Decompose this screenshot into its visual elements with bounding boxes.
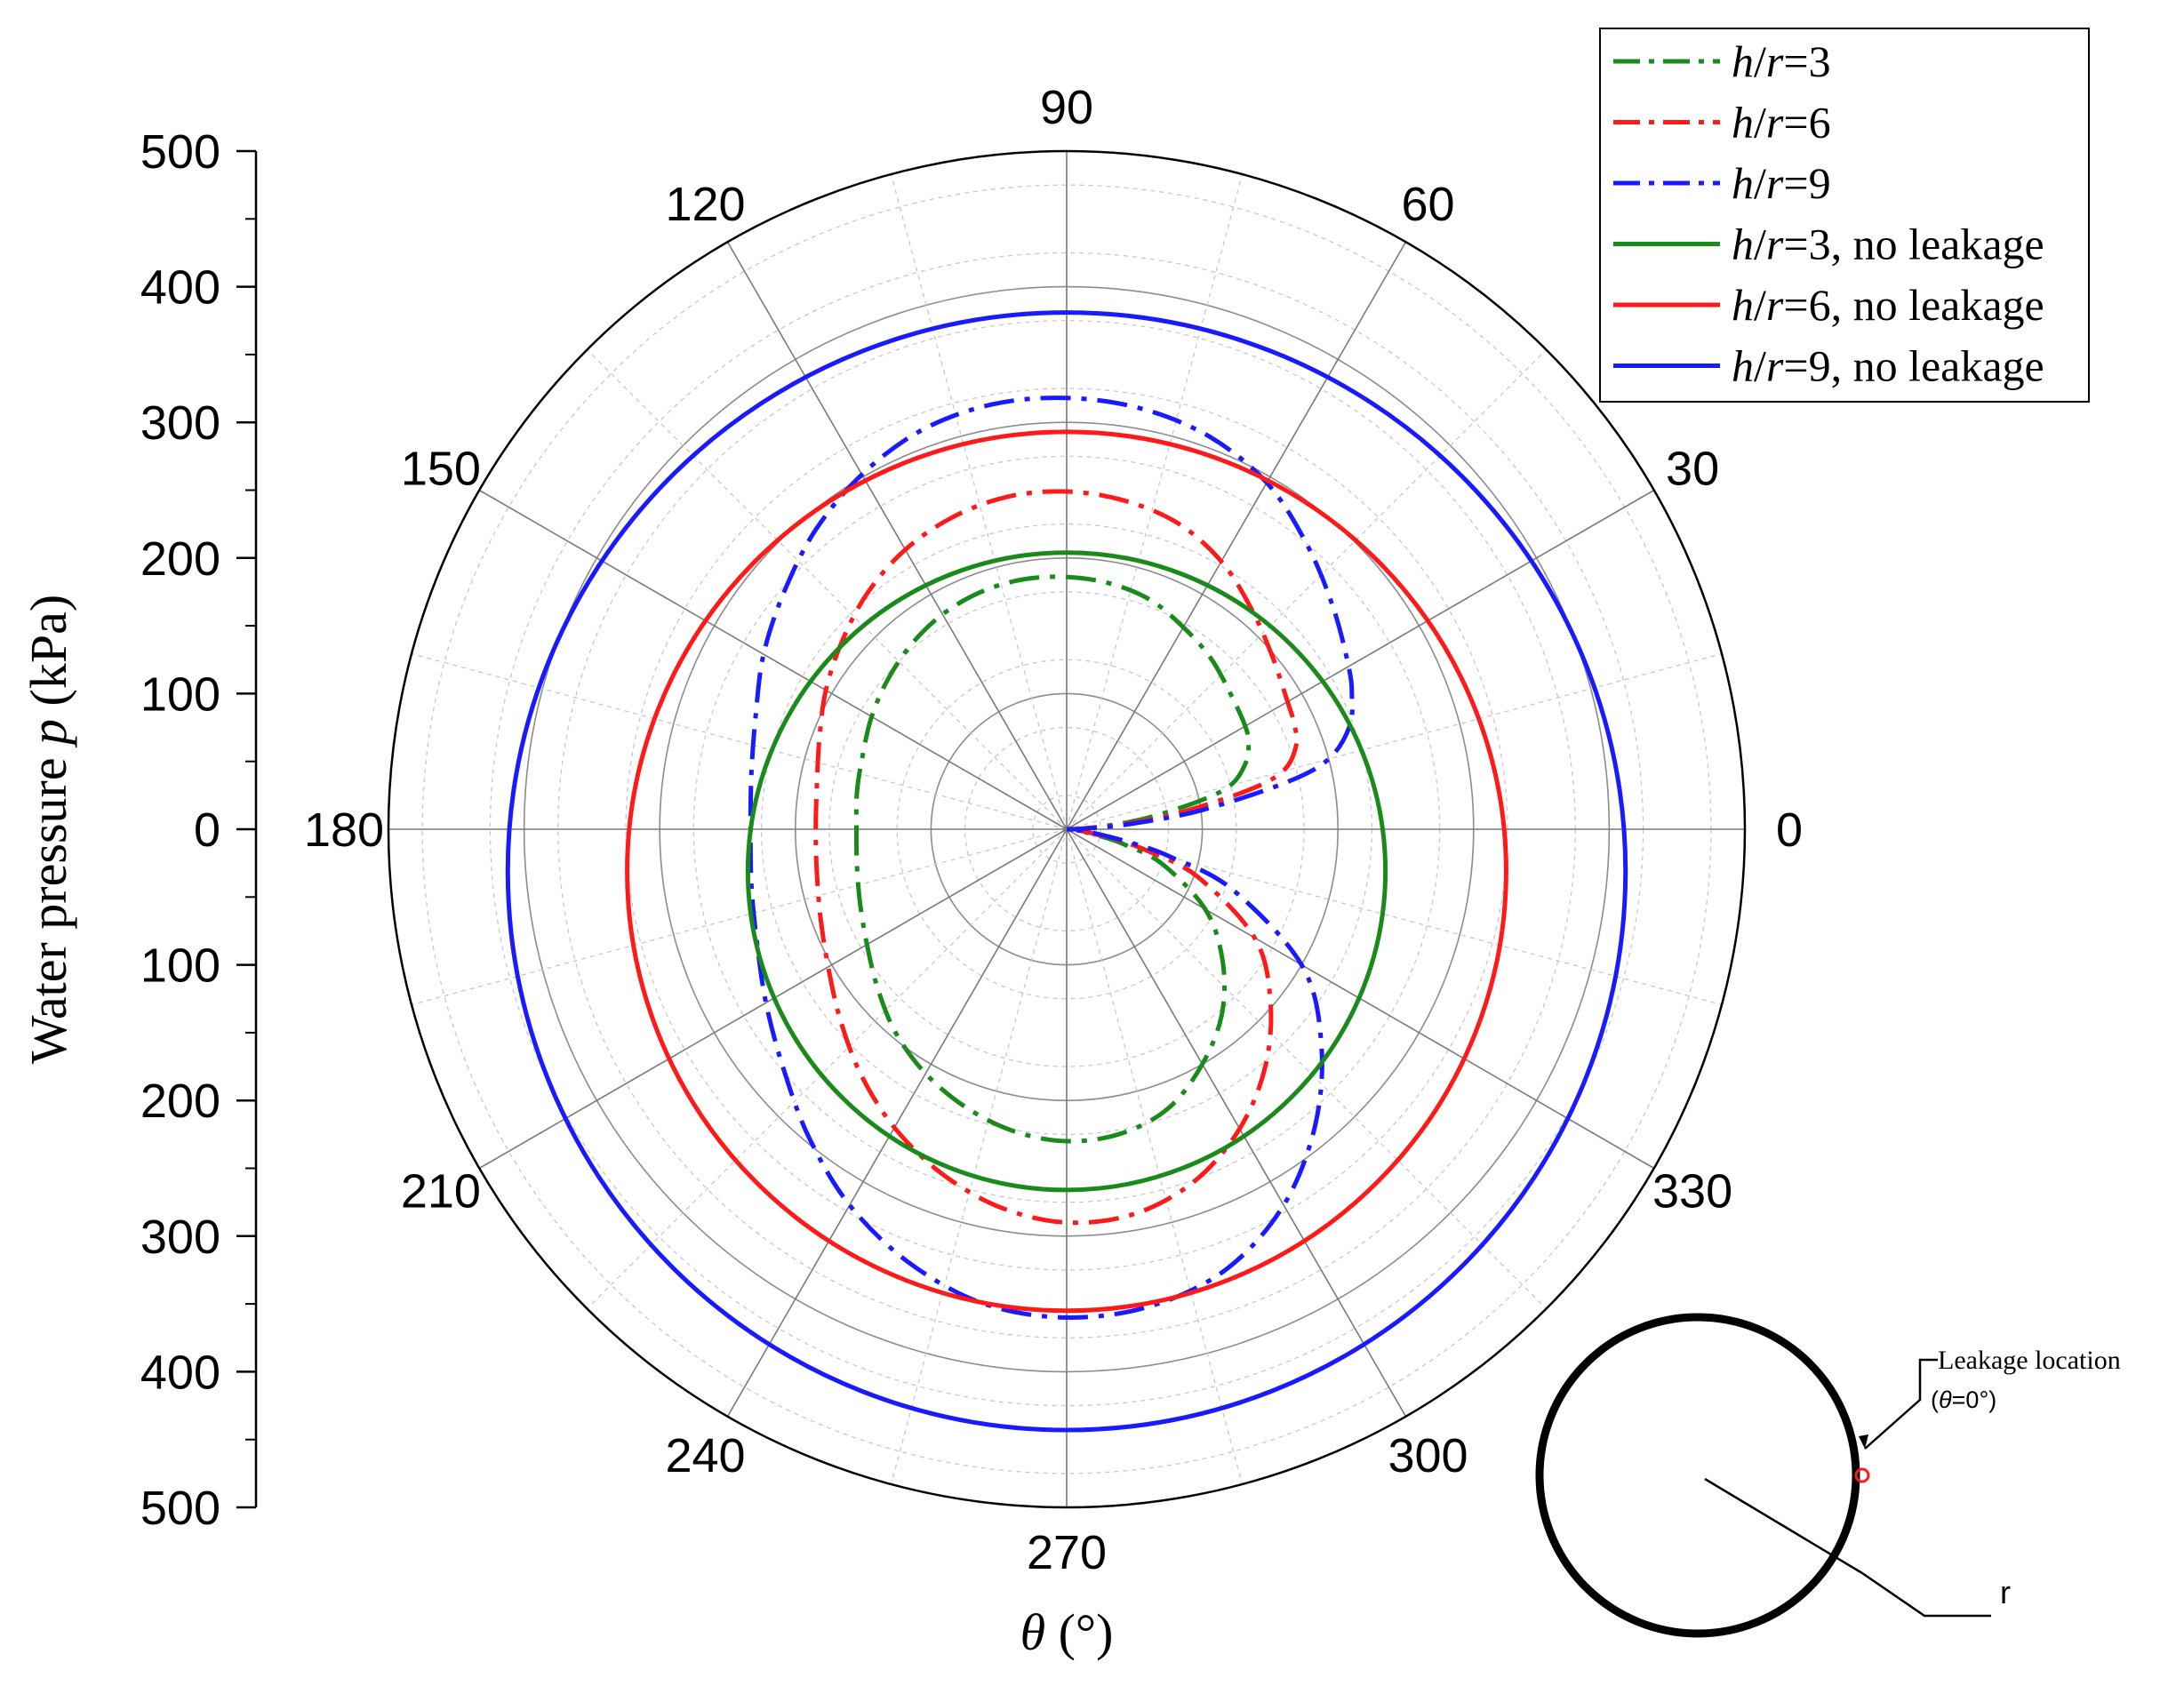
leakage-inset-diagram: r Leakage location (θ=0°)	[1535, 1313, 2121, 1638]
radial-tick-label: 100	[140, 939, 220, 993]
leakage-leader-line	[1864, 1358, 1938, 1450]
major-grid-spoke	[1066, 241, 1407, 830]
major-grid-spoke	[1066, 489, 1655, 830]
radial-tick-label: 0	[194, 803, 220, 857]
angle-tick-label: 300	[1388, 1429, 1468, 1482]
radial-tick-label: 400	[140, 1346, 220, 1399]
major-grid-spoke	[726, 828, 1068, 1418]
theta-open: (	[1931, 1386, 1939, 1413]
theta-symbol: θ	[1939, 1386, 1952, 1413]
minor-grid-spoke	[1066, 828, 1244, 1485]
angle-tick-label: 90	[1040, 81, 1093, 134]
legend-label: h/r=3, no leakage	[1732, 220, 2044, 269]
radial-tick-label: 500	[140, 125, 220, 179]
radial-axis: 500 400 300 200 100 0 100 200 300 400 500	[140, 125, 258, 1535]
minor-grid-spoke	[890, 828, 1068, 1485]
legend: h/r=3 h/r=6 h/r=9 h/r=3, no leakage h/r=6, n…	[1599, 28, 2090, 403]
angle-tick-label: 60	[1401, 178, 1454, 231]
legend-label: h/r=9	[1732, 158, 1831, 208]
series-line-leakage	[748, 396, 1355, 1320]
legend-label: h/r=6	[1732, 98, 1831, 148]
legend-label: h/r=3	[1732, 36, 1831, 86]
major-grid-spoke	[478, 489, 1068, 830]
minor-grid-spoke	[890, 173, 1068, 830]
major-grid-spoke	[726, 241, 1068, 830]
leakage-marker	[1854, 1467, 1870, 1483]
radius-line	[1704, 1477, 1863, 1575]
polar-grid	[387, 149, 1747, 1509]
angle-axis-title: θ (°)	[1020, 1603, 1114, 1661]
legend-label: h/r=9, no leakage	[1732, 341, 2044, 391]
series-line-leakage	[813, 489, 1300, 1226]
ylabel-unit: (kPa)	[20, 595, 77, 719]
angle-tick-label: 150	[401, 443, 481, 496]
ylabel-text: Water pressure	[20, 745, 77, 1064]
radius-leader-line	[1861, 1571, 1991, 1618]
radial-tick-label: 100	[140, 667, 220, 721]
angle-tick-label: 120	[665, 178, 745, 231]
minor-grid-spoke	[411, 828, 1068, 1006]
angle-tick-label: 270	[1027, 1526, 1107, 1579]
minor-grid-spoke	[1066, 828, 1723, 1006]
angle-tick-label: 180	[304, 803, 384, 857]
radial-tick-label: 200	[140, 532, 220, 586]
radial-tick-label: 400	[140, 261, 220, 315]
pipe-cross-section	[1535, 1313, 1860, 1638]
series-line-leakage	[853, 574, 1252, 1144]
theta-value: =0°)	[1952, 1386, 1997, 1413]
minor-grid-spoke	[1066, 349, 1547, 830]
legend-box	[1599, 28, 2090, 403]
minor-grid-spoke	[411, 652, 1068, 830]
leakage-arrow-icon	[1859, 1434, 1868, 1449]
minor-grid-spoke	[587, 349, 1068, 830]
major-grid-spoke	[1066, 828, 1407, 1418]
outer-ring	[387, 149, 1747, 1509]
radial-axis-title: Water pressure p (kPa)	[20, 595, 77, 1064]
series-layer	[505, 310, 1628, 1433]
series-line-no-leakage	[745, 550, 1388, 1193]
xlabel-unit: (°)	[1045, 1603, 1113, 1661]
xlabel-symbol: θ	[1020, 1603, 1046, 1661]
series-line-no-leakage	[625, 429, 1508, 1314]
leakage-theta-label: (θ=0°)	[1931, 1386, 1996, 1413]
radial-tick-label: 300	[140, 396, 220, 450]
radial-tick-label: 500	[140, 1482, 220, 1535]
legend-label: h/r=6, no leakage	[1732, 280, 2044, 330]
minor-grid-spoke	[1066, 652, 1723, 830]
angle-tick-label: 210	[401, 1165, 481, 1219]
angle-tick-label: 240	[665, 1429, 745, 1482]
leakage-location-label: Leakage location	[1938, 1346, 2121, 1375]
angle-tick-label: 330	[1652, 1165, 1732, 1219]
minor-grid-spoke	[1066, 828, 1547, 1309]
radial-tick-label: 200	[140, 1075, 220, 1128]
angle-tick-label: 0	[1776, 803, 1803, 857]
series-line-no-leakage	[505, 310, 1628, 1433]
angle-tick-labels: 0 30 60 90 120 150 180 210 240 270 300 330	[304, 81, 1803, 1579]
ylabel-symbol: p	[20, 719, 77, 748]
minor-grid-spoke	[587, 828, 1068, 1309]
angle-tick-label: 30	[1666, 443, 1719, 496]
minor-grid-spoke	[1066, 173, 1244, 830]
radial-tick-label: 300	[140, 1211, 220, 1264]
radius-label: r	[2000, 1574, 2011, 1610]
